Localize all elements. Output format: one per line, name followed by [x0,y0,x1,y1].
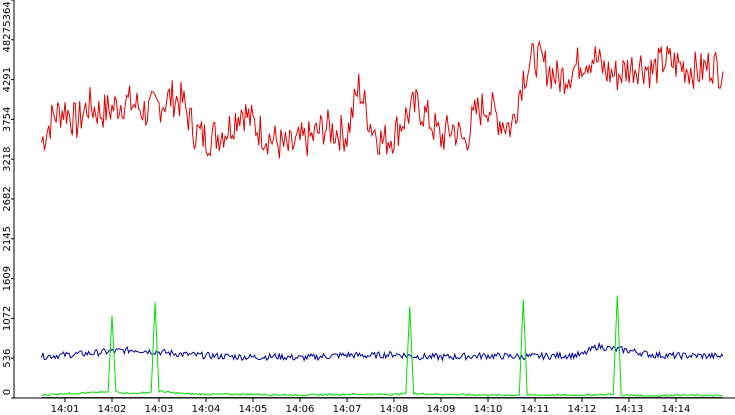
x-tick-label: 14:10 [474,404,503,415]
y-tick-label: 4291 [2,67,13,92]
y-tick-label: 2682 [2,186,13,211]
x-tick-label: 14:09 [427,404,456,415]
series-line-3 [41,295,724,398]
y-tick-label: 4827 [2,27,13,52]
x-tick-label: 14:06 [286,404,315,415]
x-tick-label: 14:08 [380,404,409,415]
y-tick-label: 2145 [2,226,13,251]
x-tick-label: 14:04 [192,404,221,415]
x-tick-label: 14:11 [521,404,550,415]
y-tick-label: 3754 [2,107,13,132]
y-tick-label: 5364 [2,1,13,26]
series-line-2 [41,341,724,363]
y-tick-label: 3218 [2,146,13,171]
y-tick-label: 536 [2,349,13,368]
y-tick-label: 0 [2,389,13,395]
x-tick-label: 14:14 [662,404,691,415]
y-tick-label: 1609 [2,266,13,291]
x-axis-ticks: 14:01 14:02 14:03 14:04 14:05 14:06 14:07 14:08… [51,398,691,415]
y-tick-label: 1072 [2,306,13,331]
x-tick-label: 14:13 [615,404,644,415]
x-tick-label: 14:02 [98,404,127,415]
x-tick-label: 14:03 [145,404,174,415]
series-line-1 [41,39,724,159]
x-tick-label: 14:12 [568,404,597,415]
x-tick-label: 14:07 [333,404,362,415]
x-tick-label: 14:05 [239,404,268,415]
x-tick-label: 14:01 [51,404,80,415]
